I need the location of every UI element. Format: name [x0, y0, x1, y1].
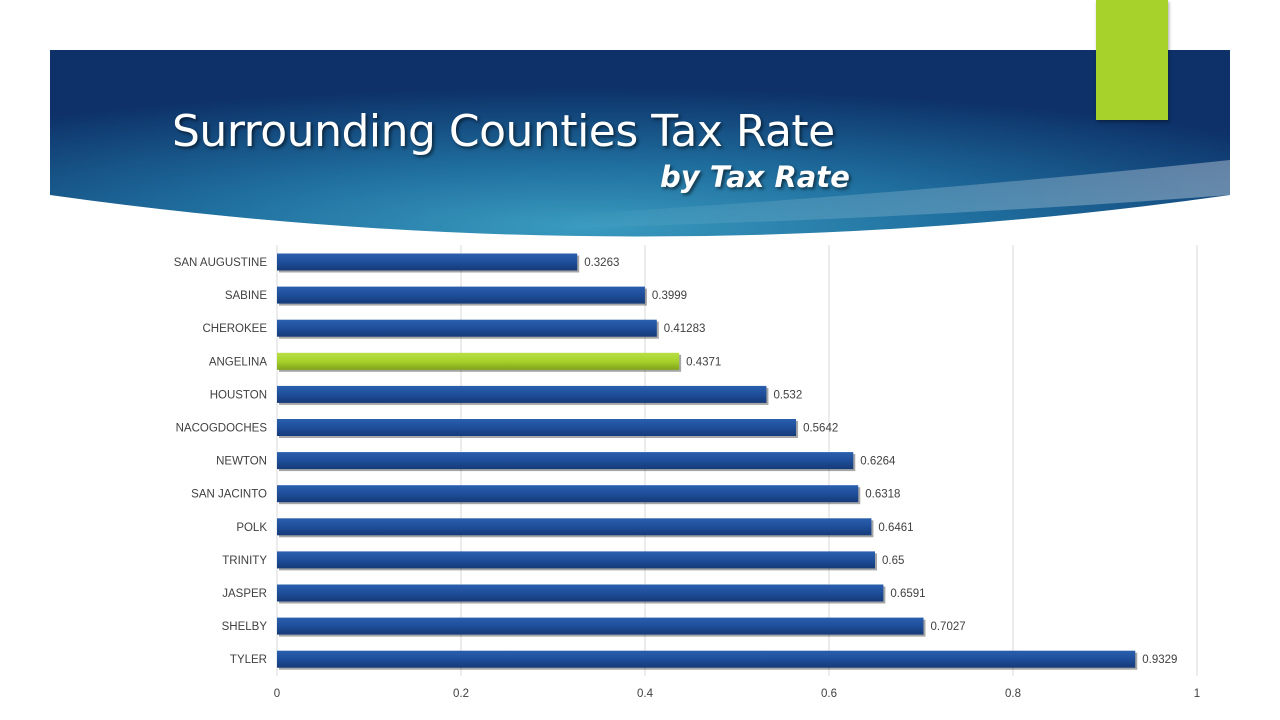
- x-tick-label: 1: [1194, 688, 1200, 700]
- bar-houston: [277, 385, 767, 403]
- data-label: 0.9329: [1142, 654, 1177, 666]
- category-label: NACOGDOCHES: [176, 423, 268, 435]
- category-label: SAN JACINTO: [191, 489, 267, 501]
- data-label: 0.4371: [686, 356, 721, 368]
- x-tick-label: 0.2: [453, 688, 469, 700]
- title-banner: [50, 50, 1230, 237]
- x-tick-label: 0: [274, 688, 280, 700]
- x-tick-label: 0.8: [1005, 688, 1021, 700]
- data-label: 0.3999: [652, 290, 687, 302]
- data-label: 0.6264: [860, 456, 896, 468]
- data-label: 0.6461: [878, 522, 913, 534]
- category-label: CHEROKEE: [202, 323, 267, 335]
- tax-rate-bar-chart: SAN AUGUSTINE SABINE CHEROKEE ANGELINA HOUST…: [174, 245, 1200, 700]
- bar-newton: [277, 452, 854, 470]
- data-label: 0.532: [773, 389, 802, 401]
- bar-san-jacinto: [277, 485, 859, 503]
- category-label: SHELBY: [222, 621, 268, 633]
- category-label: ANGELINA: [209, 356, 267, 368]
- x-axis-ticks: 0 0.2 0.4 0.6 0.8 1: [274, 688, 1200, 700]
- category-label: SAN AUGUSTINE: [174, 257, 268, 269]
- accent-block: [1096, 0, 1168, 120]
- bar-tyler: [277, 650, 1136, 668]
- category-label: HOUSTON: [210, 389, 267, 401]
- category-label: JASPER: [222, 588, 267, 600]
- category-label: NEWTON: [216, 456, 267, 468]
- data-label: 0.6318: [865, 489, 900, 501]
- data-label: 0.7027: [930, 621, 965, 633]
- bar-sabine: [277, 286, 645, 304]
- data-labels: 0.3263 0.3999 0.41283 0.4371 0.532 0.5642 0.62…: [584, 257, 1177, 666]
- bars: [277, 253, 1138, 670]
- bar-trinity: [277, 551, 875, 569]
- x-tick-label: 0.4: [637, 688, 654, 700]
- category-label: POLK: [236, 522, 267, 534]
- bar-angelina: [277, 352, 680, 370]
- banner-swoosh: [560, 160, 1230, 228]
- data-label: 0.5642: [803, 423, 838, 435]
- bar-jasper: [277, 584, 884, 602]
- category-labels: SAN AUGUSTINE SABINE CHEROKEE ANGELINA HOUST…: [174, 257, 268, 666]
- bar-polk: [277, 518, 872, 536]
- category-label: TYLER: [230, 654, 267, 666]
- slide-subtitle: by Tax Rate: [660, 160, 850, 194]
- slide-title: Surrounding Counties Tax Rate: [172, 106, 835, 157]
- data-label: 0.65: [882, 555, 904, 567]
- category-label: TRINITY: [222, 555, 267, 567]
- bar-san-augustine: [277, 253, 578, 271]
- data-label: 0.6591: [890, 588, 925, 600]
- category-label: SABINE: [225, 290, 268, 302]
- bar-shelby: [277, 617, 924, 635]
- bar-cherokee: [277, 319, 657, 337]
- data-label: 0.41283: [664, 323, 706, 335]
- x-tick-label: 0.6: [821, 688, 837, 700]
- data-label: 0.3263: [584, 257, 619, 269]
- bar-nacogdoches: [277, 419, 797, 436]
